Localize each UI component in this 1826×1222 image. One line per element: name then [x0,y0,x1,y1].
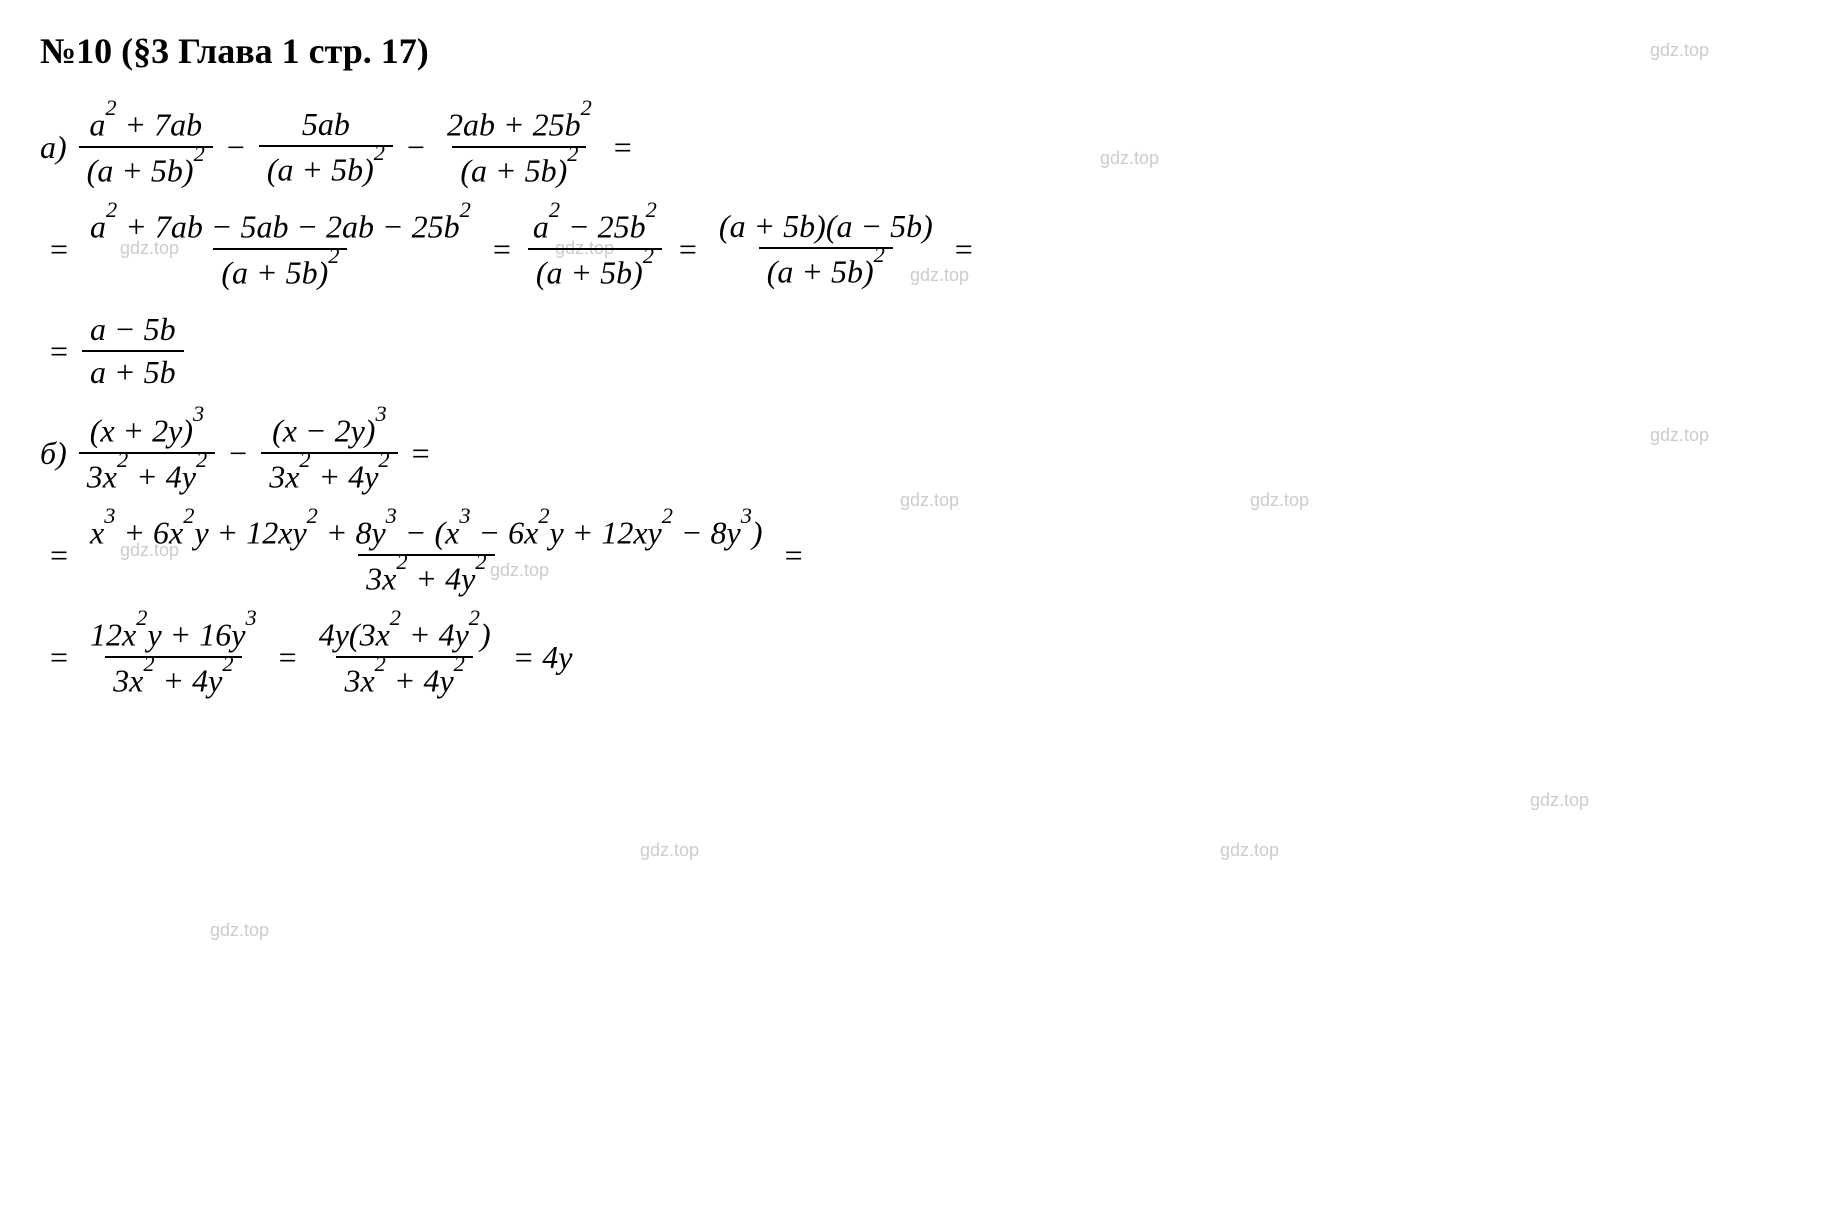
equals-op: = [785,537,803,574]
fraction: 12x2y + 16y3 3x2 + 4y2 [82,612,265,701]
numerator: a2 − 25b2 [525,204,665,248]
denominator: (a + 5b)2 [213,248,347,294]
denominator: (a + 5b)2 [79,146,213,192]
equals-op: = [493,231,511,268]
denominator: 3x2 + 4y2 [105,656,241,702]
part-label-a: а) [40,129,67,166]
final-result: = 4y [513,639,573,676]
equation-line-b3: = 12x2y + 16y3 3x2 + 4y2 = 4y(3x2 + 4y2)… [40,612,1786,702]
minus-op: − [407,129,425,166]
equation-line-b1: б) (x + 2y)3 3x2 + 4y2 − (x − 2y)3 3x2 +… [40,408,1786,498]
equals-op: = [50,537,68,574]
watermark: gdz.top [1650,40,1709,61]
fraction: 4y(3x2 + 4y2) 3x2 + 4y2 [311,612,499,701]
fraction: a − 5b a + 5b [82,309,184,393]
numerator: x3 + 6x2y + 12xy2 + 8y3 − (x3 − 6x2y + 1… [82,510,771,554]
denominator: (a + 5b)2 [528,248,662,294]
watermark: gdz.top [1530,790,1589,811]
fraction: 2ab + 25b2 (a + 5b)2 [439,102,600,191]
exercise-title: №10 (§3 Глава 1 стр. 17) [40,30,1786,72]
numerator: (a + 5b)(a − 5b) [711,206,941,247]
denominator: 3x2 + 4y2 [336,656,472,702]
denominator: 3x2 + 4y2 [261,452,397,498]
watermark: gdz.top [1220,840,1279,861]
denominator: 3x2 + 4y2 [79,452,215,498]
numerator: a2 + 7ab [81,102,210,146]
minus-op: − [227,129,245,166]
numerator: 5ab [294,104,358,145]
fraction: 5ab (a + 5b)2 [259,104,393,191]
equals-op: = [614,129,632,166]
watermark: gdz.top [640,840,699,861]
minus-op: − [229,435,247,472]
equation-line-b2: = x3 + 6x2y + 12xy2 + 8y3 − (x3 − 6x2y +… [40,510,1786,600]
equals-op: = [50,639,68,676]
fraction: a2 + 7ab (a + 5b)2 [79,102,213,191]
fraction: (x + 2y)3 3x2 + 4y2 [79,408,215,497]
numerator: 2ab + 25b2 [439,102,600,146]
numerator: a2 + 7ab − 5ab − 2ab − 25b2 [82,204,479,248]
numerator: 4y(3x2 + 4y2) [311,612,499,656]
fraction: a2 − 25b2 (a + 5b)2 [525,204,665,293]
fraction: x3 + 6x2y + 12xy2 + 8y3 − (x3 − 6x2y + 1… [82,510,771,599]
equals-op: = [955,231,973,268]
equation-line-a1: а) a2 + 7ab (a + 5b)2 − 5ab (a + 5b)2 − … [40,102,1786,192]
numerator: (x − 2y)3 [264,408,395,452]
denominator: 3x2 + 4y2 [358,554,494,600]
denominator: (a + 5b)2 [759,247,893,293]
fraction: a2 + 7ab − 5ab − 2ab − 25b2 (a + 5b)2 [82,204,479,293]
denominator: (a + 5b)2 [259,145,393,191]
numerator: 12x2y + 16y3 [82,612,265,656]
denominator: a + 5b [82,350,184,393]
equals-op: = [50,231,68,268]
part-label-b: б) [40,435,67,472]
fraction: (a + 5b)(a − 5b) (a + 5b)2 [711,206,941,293]
equals-op: = [412,435,430,472]
equation-line-a3: = a − 5b a + 5b [40,306,1786,396]
numerator: (x + 2y)3 [82,408,213,452]
equals-op: = [50,333,68,370]
equals-op: = [679,231,697,268]
numerator: a − 5b [82,309,184,350]
fraction: (x − 2y)3 3x2 + 4y2 [261,408,397,497]
denominator: (a + 5b)2 [452,146,586,192]
equation-line-a2: = a2 + 7ab − 5ab − 2ab − 25b2 (a + 5b)2 … [40,204,1786,294]
watermark: gdz.top [210,920,269,941]
equals-op: = [279,639,297,676]
